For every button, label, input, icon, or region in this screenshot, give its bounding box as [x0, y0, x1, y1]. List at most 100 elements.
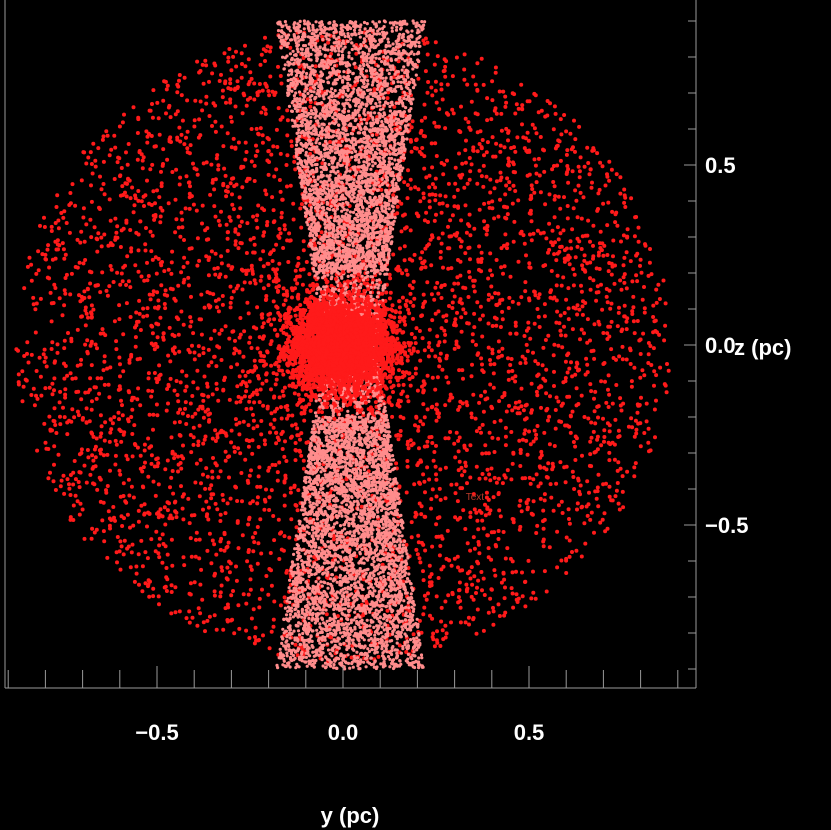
data-point [46, 243, 51, 248]
data-point [195, 59, 200, 64]
data-point [552, 342, 557, 347]
data-point [401, 416, 406, 421]
data-point [93, 158, 98, 163]
data-point [432, 450, 437, 454]
data-point [572, 118, 576, 123]
data-point [254, 126, 259, 131]
data-point [577, 169, 582, 174]
data-point [268, 49, 272, 54]
data-point [427, 199, 432, 204]
data-point [81, 215, 86, 220]
data-point [225, 565, 230, 570]
data-point [390, 414, 395, 419]
data-point [622, 314, 627, 319]
data-point [299, 431, 304, 436]
data-point [513, 111, 518, 116]
data-point [249, 127, 254, 131]
data-point [432, 218, 437, 223]
data-point [459, 218, 464, 223]
data-point [563, 333, 568, 338]
data-point [477, 426, 482, 431]
data-point [480, 313, 485, 318]
data-point [538, 231, 543, 236]
data-point [251, 214, 256, 219]
data-point [304, 260, 309, 264]
data-point [115, 224, 120, 229]
data-point [117, 317, 122, 322]
data-point [213, 272, 218, 277]
data-point [148, 229, 153, 234]
data-point [287, 383, 292, 388]
data-point [121, 432, 126, 437]
data-point [76, 413, 81, 418]
data-point [571, 267, 576, 272]
data-point [234, 400, 239, 405]
data-point [600, 164, 605, 169]
data-point [424, 597, 429, 602]
data-point [272, 417, 277, 422]
data-point [483, 476, 488, 481]
data-point [587, 490, 591, 495]
data-point [582, 268, 587, 273]
data-point [621, 233, 626, 238]
data-point [218, 590, 223, 595]
data-point [414, 414, 419, 419]
data-point [492, 450, 497, 454]
data-point [426, 242, 431, 247]
data-point [429, 506, 433, 511]
data-point [409, 149, 414, 154]
data-point [485, 228, 490, 233]
data-point [518, 498, 523, 503]
data-point [132, 423, 137, 428]
data-point [128, 228, 133, 232]
data-point [112, 319, 117, 324]
data-point [269, 322, 274, 327]
data-point [255, 213, 260, 218]
data-point [217, 223, 222, 228]
data-point [206, 505, 211, 510]
data-point [477, 476, 482, 481]
data-point [100, 327, 105, 332]
data-point [543, 378, 548, 383]
data-point [285, 118, 290, 123]
data-point [614, 383, 619, 387]
data-point [71, 482, 76, 487]
data-point [180, 217, 185, 222]
data-point [150, 102, 154, 106]
data-point [326, 40, 331, 45]
data-point [413, 423, 417, 428]
data-point [236, 246, 241, 251]
data-point [252, 540, 257, 545]
data-point [604, 481, 608, 486]
data-point [250, 438, 255, 443]
data-point [62, 491, 67, 496]
data-point [526, 558, 531, 563]
data-point [279, 81, 284, 86]
data-point [143, 248, 148, 253]
data-point [434, 494, 439, 499]
data-point [149, 453, 154, 458]
data-point [376, 654, 381, 659]
data-point [416, 76, 421, 81]
data-point [142, 512, 147, 517]
data-point [549, 240, 554, 245]
data-point [580, 234, 585, 239]
data-point [211, 292, 216, 297]
data-point [586, 218, 591, 223]
data-point [188, 401, 193, 406]
data-point [483, 389, 487, 394]
data-point [316, 410, 321, 414]
data-point [224, 222, 229, 227]
data-point [225, 248, 230, 253]
data-point [413, 371, 418, 376]
data-point [470, 582, 475, 587]
data-point [277, 557, 282, 561]
data-point [154, 271, 159, 276]
data-point [464, 230, 469, 235]
data-point [398, 246, 402, 251]
data-point [157, 543, 162, 548]
data-point [431, 631, 436, 636]
data-point [164, 589, 169, 593]
data-point [562, 113, 567, 117]
data-point [151, 189, 156, 194]
